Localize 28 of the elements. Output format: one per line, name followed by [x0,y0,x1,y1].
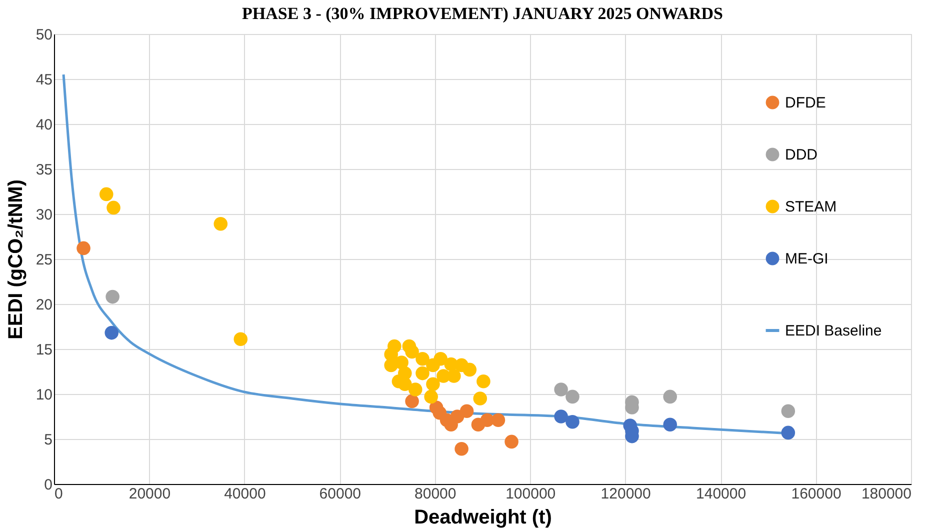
x-tick-label: 120000 [600,486,651,502]
x-axis-title: Deadweight (t) [414,506,552,528]
x-tick-label: 140000 [696,486,746,502]
x-tick-label: 20000 [128,486,171,502]
legend-label: DDD [785,146,818,164]
legend-label: DFDE [785,94,826,112]
y-tick-label: 50 [36,26,52,44]
legend-label: STEAM [785,198,837,216]
y-tick-label: 35 [36,162,52,178]
x-tick-label: 180000 [861,486,912,502]
x-tick-label: 80000 [414,486,456,502]
chart-title: PHASE 3 - (30% IMPROVEMENT) JANUARY 2025 ONWARDS [242,4,723,23]
y-axis-title: EEDI (gCO₂/tNM) [4,180,27,340]
y-tick-label: 15 [36,342,52,358]
x-tick-label: 160000 [791,486,842,502]
y-tick-label: 10 [36,386,52,404]
legend-label: ME-GI [785,250,828,268]
y-tick-label: 20 [36,296,52,314]
y-tick-label: 5 [44,432,52,448]
x-tick-label: 40000 [224,486,266,502]
legend-label: EEDI Baseline [785,322,882,340]
y-tick-label: 40 [36,116,52,134]
x-tick-label: 0 [54,486,63,502]
x-tick-label: 60000 [319,486,362,502]
y-tick-label: 25 [36,252,52,268]
x-tick-label: 100000 [506,486,556,502]
y-tick-label: 45 [36,72,52,88]
y-tick-label: 30 [36,206,52,224]
